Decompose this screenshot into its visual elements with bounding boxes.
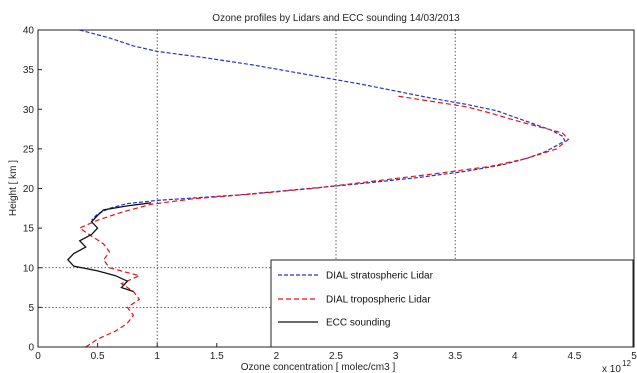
- y-axis-label: Height [ km ]: [8, 160, 19, 216]
- x-tick-label: 0.5: [91, 351, 105, 362]
- x-tick-label: 4.5: [567, 351, 581, 362]
- x-axis-exponent: 12: [622, 359, 631, 368]
- chart-title: Ozone profiles by Lidars and ECC soundin…: [212, 13, 460, 24]
- y-tick-label: 5: [28, 303, 34, 314]
- legend: DIAL stratospheric Lidar DIAL tropospheri…: [270, 259, 634, 348]
- y-tick-label: 30: [23, 105, 35, 116]
- legend-box: [270, 259, 634, 348]
- y-tick-label: 15: [23, 224, 35, 235]
- series-lines: [66, 29, 570, 348]
- legend-label: DIAL stratospheric Lidar: [326, 271, 434, 282]
- x-axis-label: Ozone concentration [ molec/cm3 ]: [241, 362, 396, 373]
- y-tick-label: 0: [28, 343, 34, 354]
- series-line-2: [66, 202, 152, 293]
- y-axis-ticks: 0 5 10 15 20 25 30 35 40: [23, 26, 42, 354]
- x-tick-label: 3: [393, 351, 399, 362]
- x-tick-label: 1.5: [210, 351, 224, 362]
- y-tick-label: 10: [23, 263, 35, 274]
- x-tick-label: 4: [512, 351, 518, 362]
- x-tick-label: 2.5: [329, 351, 343, 362]
- y-tick-label: 25: [23, 144, 35, 155]
- y-tick-label: 40: [23, 26, 35, 37]
- y-tick-label: 35: [23, 65, 35, 76]
- x-axis-multiplier: x 10: [602, 364, 621, 373]
- x-tick-label: 5: [631, 351, 637, 362]
- series-line-1: [78, 95, 570, 348]
- x-tick-label: 1: [154, 351, 160, 362]
- legend-label: ECC sounding: [326, 318, 390, 329]
- y-tick-label: 20: [23, 184, 35, 195]
- x-tick-label: 2: [274, 351, 280, 362]
- x-tick-label: 3.5: [448, 351, 462, 362]
- x-tick-label: 0: [35, 351, 41, 362]
- legend-label: DIAL tropospheric Lidar: [326, 295, 431, 306]
- series-line-0: [79, 29, 566, 221]
